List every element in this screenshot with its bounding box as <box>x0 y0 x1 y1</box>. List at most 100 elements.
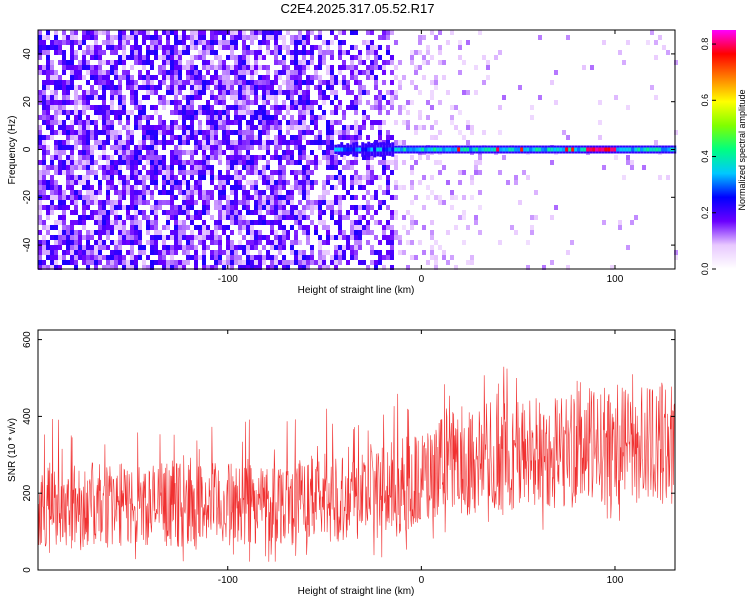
spectrogram-cell <box>330 110 334 115</box>
spectrogram-cell <box>174 145 178 150</box>
spectrogram-cell <box>270 230 274 235</box>
spectrogram-cell <box>374 95 378 100</box>
spectrogram-cell <box>358 205 362 210</box>
spectrogram-cell <box>366 170 370 175</box>
spectrogram-cell <box>190 150 194 155</box>
spectrogram-cell <box>170 150 174 155</box>
spectrogram-cell <box>162 80 166 85</box>
spectrogram-cell <box>238 210 242 215</box>
spectrogram-cell <box>258 230 262 235</box>
spectrogram-cell <box>238 110 242 115</box>
spectrogram-cell <box>82 175 86 180</box>
spectrogram-cell <box>78 120 82 125</box>
spectrogram-cell <box>110 120 114 125</box>
spectrogram-cell <box>338 175 342 180</box>
spectrogram-cell <box>74 265 78 270</box>
spectrogram-cell <box>222 85 226 90</box>
spectrogram-cell <box>230 140 234 145</box>
spectrogram-cell <box>446 40 450 45</box>
spectrogram-cell <box>226 70 230 75</box>
spectrogram-cell <box>626 40 630 45</box>
spectrogram-cell <box>38 205 42 210</box>
spectrogram-cell <box>438 50 442 55</box>
spectrogram-cell <box>270 265 274 270</box>
spectrogram-cell <box>458 180 462 185</box>
spectrogram-cell <box>294 85 298 90</box>
spectrogram-cell <box>534 215 538 220</box>
spectrogram-cell <box>330 135 334 140</box>
spectrogram-cell <box>38 70 42 75</box>
spectrogram-cell <box>58 100 62 105</box>
spectrogram-cell <box>534 190 538 195</box>
spectrogram-cell <box>398 240 402 245</box>
spectrogram-cell <box>130 205 134 210</box>
spectrogram-cell <box>342 255 346 260</box>
spectrogram-cell <box>94 245 98 250</box>
spectrogram-cell <box>134 150 138 155</box>
spectrogram-cell <box>162 235 166 240</box>
spectrogram-cell <box>146 225 150 230</box>
spectrogram-cell <box>310 30 314 35</box>
spectrogram-cell <box>238 175 242 180</box>
spectrogram-cell <box>306 60 310 65</box>
spectrogram-cell <box>170 205 174 210</box>
spectrogram-cell <box>166 75 170 80</box>
spectrogram-cell <box>146 215 150 220</box>
spectrogram-cell <box>374 195 378 200</box>
spectrogram-cell <box>226 80 230 85</box>
spectrogram-cell <box>206 235 210 240</box>
spectrogram-cell <box>98 215 102 220</box>
spectrogram-cell <box>218 210 222 215</box>
spectrogram-cell <box>342 110 346 115</box>
spectrogram-cell <box>82 65 86 70</box>
spectrogram-cell <box>310 245 314 250</box>
spectrogram-cell <box>298 75 302 80</box>
spectrogram-cell <box>234 205 238 210</box>
spectrogram-cell <box>354 55 358 60</box>
signal-core <box>592 147 596 152</box>
spectrogram-cell <box>302 225 306 230</box>
spectrogram-cell <box>250 115 254 120</box>
spectrogram-cell <box>270 190 274 195</box>
spectrogram-cell <box>306 90 310 95</box>
spectrogram-cell <box>178 240 182 245</box>
spectrogram-cell <box>62 195 66 200</box>
spectrogram-cell <box>314 120 318 125</box>
spectrogram-cell <box>434 160 438 165</box>
spectrogram-cell <box>334 260 338 265</box>
spectrogram-cell <box>290 205 294 210</box>
spectrogram-cell <box>498 105 502 110</box>
spectrogram-cell <box>206 115 210 120</box>
spectrogram-cell <box>114 35 118 40</box>
spectrogram-cell <box>194 130 198 135</box>
spectrogram-cell <box>50 90 54 95</box>
spectrogram-cell <box>122 265 126 270</box>
spectrogram-cell <box>170 250 174 255</box>
spectrogram-cell <box>466 120 470 125</box>
spectrogram-cell <box>50 65 54 70</box>
spectrogram-cell <box>254 50 258 55</box>
spectrogram-cell <box>202 30 206 35</box>
spectrogram-cell <box>370 75 374 80</box>
spectrogram-cell <box>642 165 646 170</box>
spectrogram-cell <box>78 175 82 180</box>
spectrogram-cell <box>454 105 458 110</box>
spectrogram-cell <box>46 255 50 260</box>
spectrogram-cell <box>230 165 234 170</box>
spectrogram-cell <box>82 200 86 205</box>
spectrogram-cell <box>174 155 178 160</box>
spectrogram-cell <box>218 60 222 65</box>
spectrogram-cell <box>550 260 554 265</box>
spectrogram-cell <box>414 65 418 70</box>
spectrogram-cell <box>274 110 278 115</box>
spectrogram-cell <box>262 100 266 105</box>
spectrogram-cell <box>66 115 70 120</box>
spectrogram-cell <box>338 210 342 215</box>
signal-core <box>445 147 449 152</box>
spectrogram-cell <box>322 50 326 55</box>
spectrogram-cell <box>222 215 226 220</box>
spectrogram-cell <box>94 175 98 180</box>
spectrogram-cell <box>258 235 262 240</box>
spectrogram-cell <box>126 55 130 60</box>
